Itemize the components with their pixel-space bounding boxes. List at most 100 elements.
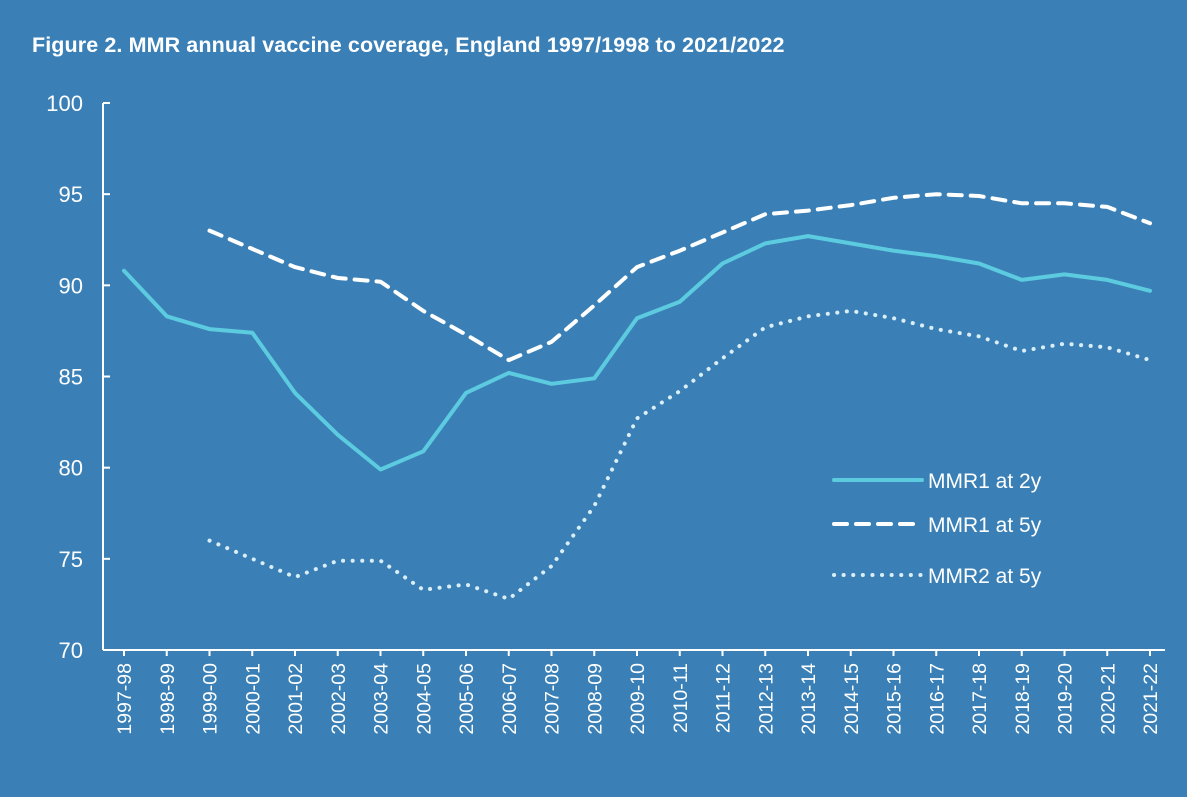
data-point: [421, 588, 425, 592]
data-point: [379, 559, 383, 563]
data-point: [635, 316, 639, 320]
legend-label: MMR1 at 5y: [928, 514, 1042, 537]
x-tick-label: 2018-19: [1012, 663, 1034, 735]
x-tick-label: 2019-20: [1055, 663, 1077, 735]
data-point: [849, 309, 853, 313]
data-point: [678, 389, 682, 393]
legend: MMR1 at 2y MMR1 at 5y MMR2 at 5y: [832, 470, 1042, 588]
data-point: [336, 276, 340, 280]
y-axis-ticks: 70 75 80 85 90 95 100: [46, 91, 110, 663]
y-tick-label: 95: [59, 182, 83, 207]
y-tick-label: 75: [59, 547, 83, 572]
data-point: [208, 539, 212, 543]
series-line-mmr2-at-5y: [207, 308, 1152, 601]
x-tick-label: 2001-02: [285, 663, 307, 735]
series-group: [122, 192, 1152, 601]
x-tick-label: 2006-07: [499, 663, 521, 735]
data-point: [1020, 349, 1024, 353]
x-tick-label: 2007-08: [542, 663, 564, 735]
data-point: [849, 241, 853, 245]
data-point: [165, 314, 169, 318]
data-point: [806, 234, 810, 238]
data-point: [1063, 272, 1067, 276]
data-point: [336, 433, 340, 437]
x-tick-label: 2000-01: [242, 663, 264, 735]
data-point: [678, 300, 682, 304]
data-point: [379, 280, 383, 284]
data-point: [464, 333, 468, 337]
chart-title: Figure 2. MMR annual vaccine coverage, E…: [32, 33, 785, 57]
series-line-mmr1-at-2y: [122, 234, 1152, 472]
data-point: [592, 303, 596, 307]
data-point: [763, 325, 767, 329]
data-point: [977, 194, 981, 198]
data-point: [1105, 345, 1109, 349]
data-point: [550, 564, 554, 568]
data-point: [678, 249, 682, 253]
data-point: [464, 391, 468, 395]
data-point: [250, 557, 254, 561]
data-point: [1105, 278, 1109, 282]
data-point: [507, 597, 511, 601]
data-point: [934, 254, 938, 258]
x-tick-label: 2005-06: [456, 663, 478, 735]
data-point: [122, 269, 126, 273]
data-point: [507, 371, 511, 375]
data-point: [592, 376, 596, 380]
data-point: [208, 229, 212, 233]
data-point: [977, 334, 981, 338]
x-tick-label: 2016-17: [926, 663, 948, 735]
x-tick-label: 1999-00: [200, 663, 222, 735]
data-point: [336, 559, 340, 563]
x-tick-label: 1998-99: [157, 663, 179, 735]
data-point: [1148, 289, 1152, 293]
data-point: [763, 212, 767, 216]
x-tick-label: 2010-11: [670, 663, 692, 733]
y-tick-label: 80: [59, 456, 83, 481]
data-point: [550, 382, 554, 386]
data-point: [635, 265, 639, 269]
data-point: [250, 247, 254, 251]
data-point: [721, 261, 725, 265]
x-tick-label: 2012-13: [755, 663, 777, 735]
y-tick-label: 70: [59, 638, 83, 663]
data-point: [892, 196, 896, 200]
data-point: [464, 582, 468, 586]
data-point: [592, 504, 596, 508]
data-point: [1148, 221, 1152, 225]
x-tick-label: 1997-98: [114, 663, 136, 735]
x-tick-label: 2017-18: [969, 663, 991, 735]
data-point: [1063, 342, 1067, 346]
data-point: [934, 327, 938, 331]
x-tick-label: 2002-03: [328, 663, 350, 735]
x-tick-label: 2021-22: [1140, 663, 1162, 735]
x-axis-ticks: 1997-98 1998-99 1999-00 2000-01 2001-02 2002-…: [114, 650, 1162, 735]
data-point: [977, 261, 981, 265]
x-tick-label: 2020-21: [1097, 663, 1119, 735]
x-tick-label: 2013-14: [798, 663, 820, 735]
x-tick-label: 2008-09: [584, 663, 606, 735]
data-point: [421, 449, 425, 453]
data-point: [293, 265, 297, 269]
data-point: [721, 230, 725, 234]
data-point: [1063, 201, 1067, 205]
data-point: [379, 467, 383, 471]
data-point: [550, 340, 554, 344]
data-point: [763, 241, 767, 245]
data-point: [421, 309, 425, 313]
x-tick-label: 2003-04: [371, 663, 393, 735]
data-point: [293, 575, 297, 579]
data-point: [721, 356, 725, 360]
legend-label: MMR2 at 5y: [928, 565, 1042, 588]
data-point: [806, 314, 810, 318]
data-point: [208, 327, 212, 331]
data-point: [1148, 358, 1152, 362]
data-point: [1105, 205, 1109, 209]
data-point: [806, 209, 810, 213]
x-tick-label: 2009-10: [627, 663, 649, 735]
y-tick-label: 100: [46, 91, 83, 116]
data-point: [507, 358, 511, 362]
data-point: [1020, 201, 1024, 205]
series-line-mmr1-at-5y: [207, 192, 1152, 363]
